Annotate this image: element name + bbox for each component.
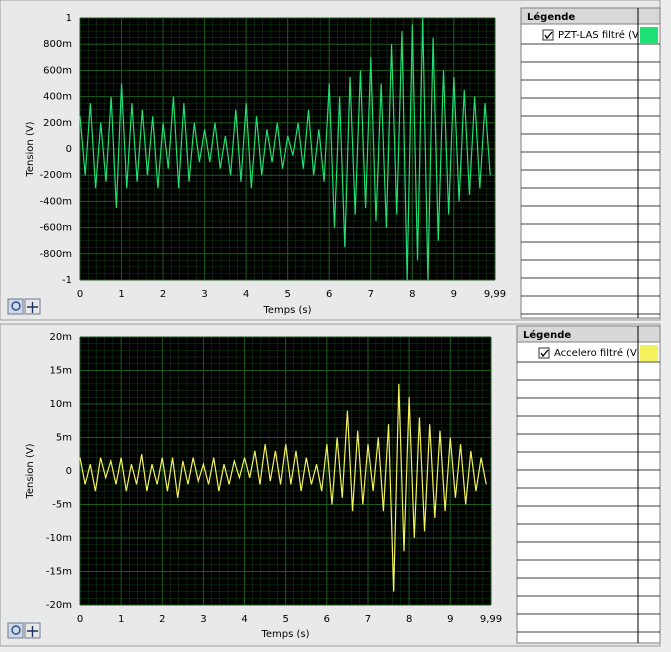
x-tick-label: 8 [406,614,412,625]
y-tick-label: 10m [50,399,72,410]
y-tick-label: -1 [62,275,72,286]
legend-box [516,325,661,644]
y-tick-label: -5m [52,500,72,511]
x-tick-label: 6 [324,614,330,625]
y-axis-label: Tension (V) [25,443,36,499]
legend-title: Légende [523,329,571,341]
y-tick-label: 1 [66,13,72,24]
x-axis-label: Temps (s) [262,305,311,316]
legend-swatch [640,345,658,361]
zoom-icon [11,301,21,311]
y-tick-label: -200m [40,170,72,181]
y-tick-label: -10m [46,533,72,544]
x-axis-label: Temps (s) [260,629,309,640]
legend-box [520,7,661,319]
y-tick-label: 0 [66,466,72,477]
zoom-icon [11,625,21,635]
pan-icon [27,302,38,313]
legend-title: Légende [527,11,575,23]
y-tick-label: 0 [66,144,72,155]
legend-entry: PZT-LAS filtré (V [558,29,639,41]
legend-header [520,7,661,25]
y-tick-label: 5m [56,433,72,444]
legend-swatch [640,27,658,43]
x-tick-label: 3 [201,289,207,300]
x-tick-label: 0 [77,289,83,300]
x-tick-label: 7 [368,289,374,300]
y-tick-label: -400m [40,196,72,207]
x-tick-label: 9,99 [484,289,506,300]
x-tick-label: 4 [241,614,247,625]
y-tick-label: 15m [50,366,72,377]
pan-icon [27,626,38,637]
x-tick-label: 6 [326,289,332,300]
y-tick-label: 600m [43,65,72,76]
y-tick-label: 200m [43,118,72,129]
legend-entry: Accelero filtré (V [554,347,637,359]
x-tick-label: 0 [77,614,83,625]
checkmark [544,31,553,40]
x-tick-label: 9,99 [480,614,502,625]
legend-checkbox[interactable] [538,347,550,359]
x-tick-label: 4 [243,289,249,300]
zoom-button[interactable] [7,298,24,315]
x-tick-label: 7 [365,614,371,625]
checkmark [540,349,549,358]
x-tick-label: 1 [118,614,124,625]
y-tick-label: -20m [46,600,72,611]
legend-header [516,325,661,343]
zoom-button[interactable] [7,622,24,639]
signal-line [79,383,487,592]
x-tick-label: 3 [200,614,206,625]
x-tick-label: 1 [118,289,124,300]
y-tick-label: 400m [43,92,72,103]
x-tick-label: 5 [283,614,289,625]
x-tick-label: 9 [451,289,457,300]
x-tick-label: 2 [160,289,166,300]
y-tick-label: 800m [43,39,72,50]
x-tick-label: 8 [409,289,415,300]
x-tick-label: 5 [285,289,291,300]
legend-checkbox[interactable] [542,29,554,41]
x-tick-label: 9 [447,614,453,625]
y-axis-label: Tension (V) [25,121,36,177]
y-tick-label: -800m [40,249,72,260]
y-tick-label: 20m [50,332,72,343]
x-tick-label: 2 [159,614,165,625]
y-tick-label: -15m [46,567,72,578]
signal-line [79,17,491,281]
y-tick-label: -600m [40,223,72,234]
